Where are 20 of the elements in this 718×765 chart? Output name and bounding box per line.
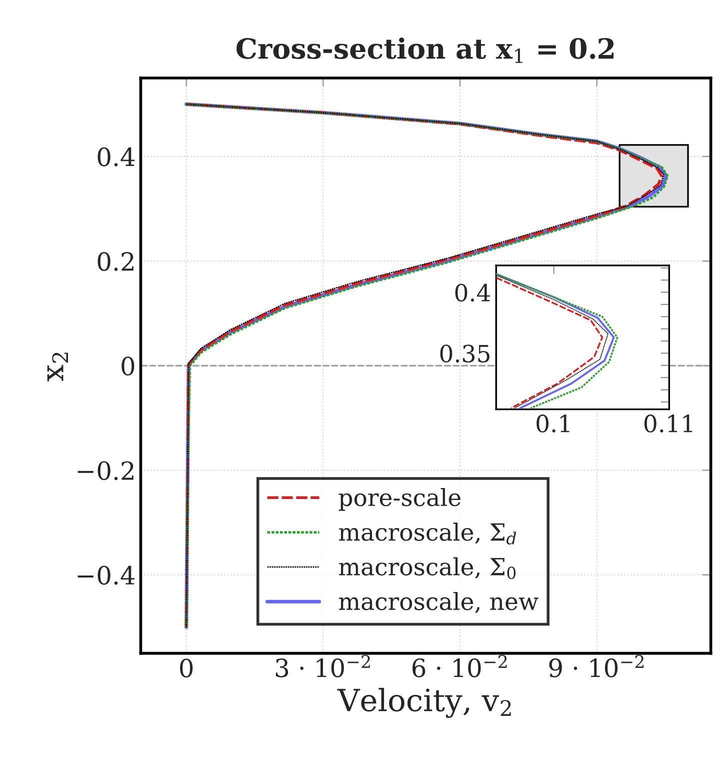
legend-label: macroscale, Σ$_{d}$	[338, 522, 516, 544]
y-axis-title: x$_{2}$	[47, 352, 68, 382]
chart-title: Cross-section at x$_{1}$ = 0.2	[236, 37, 614, 63]
legend-label: macroscale, Σ$_{0}$	[338, 557, 516, 580]
y-tick-label: 0.35	[440, 344, 490, 363]
legend-label: macroscale, new	[338, 592, 538, 614]
x-tick-label: 0.11	[644, 414, 692, 432]
x-axis-title: Velocity, v$_{2}$	[337, 688, 511, 718]
x-tick-label: 9 · 10$^{−2}$	[549, 654, 644, 678]
y-tick-label: 0.4	[455, 284, 490, 302]
legend-label: pore-scale	[338, 488, 460, 511]
x-tick-label: 0	[180, 658, 193, 678]
y-tick-label: −0.2	[78, 461, 134, 480]
x-tick-label: 3 · 10$^{−2}$	[276, 654, 370, 678]
y-tick-label: 0.4	[98, 147, 135, 166]
y-tick-label: −0.4	[78, 566, 135, 585]
y-tick-label: 0.2	[98, 252, 134, 271]
y-tick-label: 0	[122, 356, 134, 376]
x-tick-label: 6 · 10$^{−2}$	[412, 654, 507, 678]
x-tick-label: 0.1	[536, 414, 570, 432]
